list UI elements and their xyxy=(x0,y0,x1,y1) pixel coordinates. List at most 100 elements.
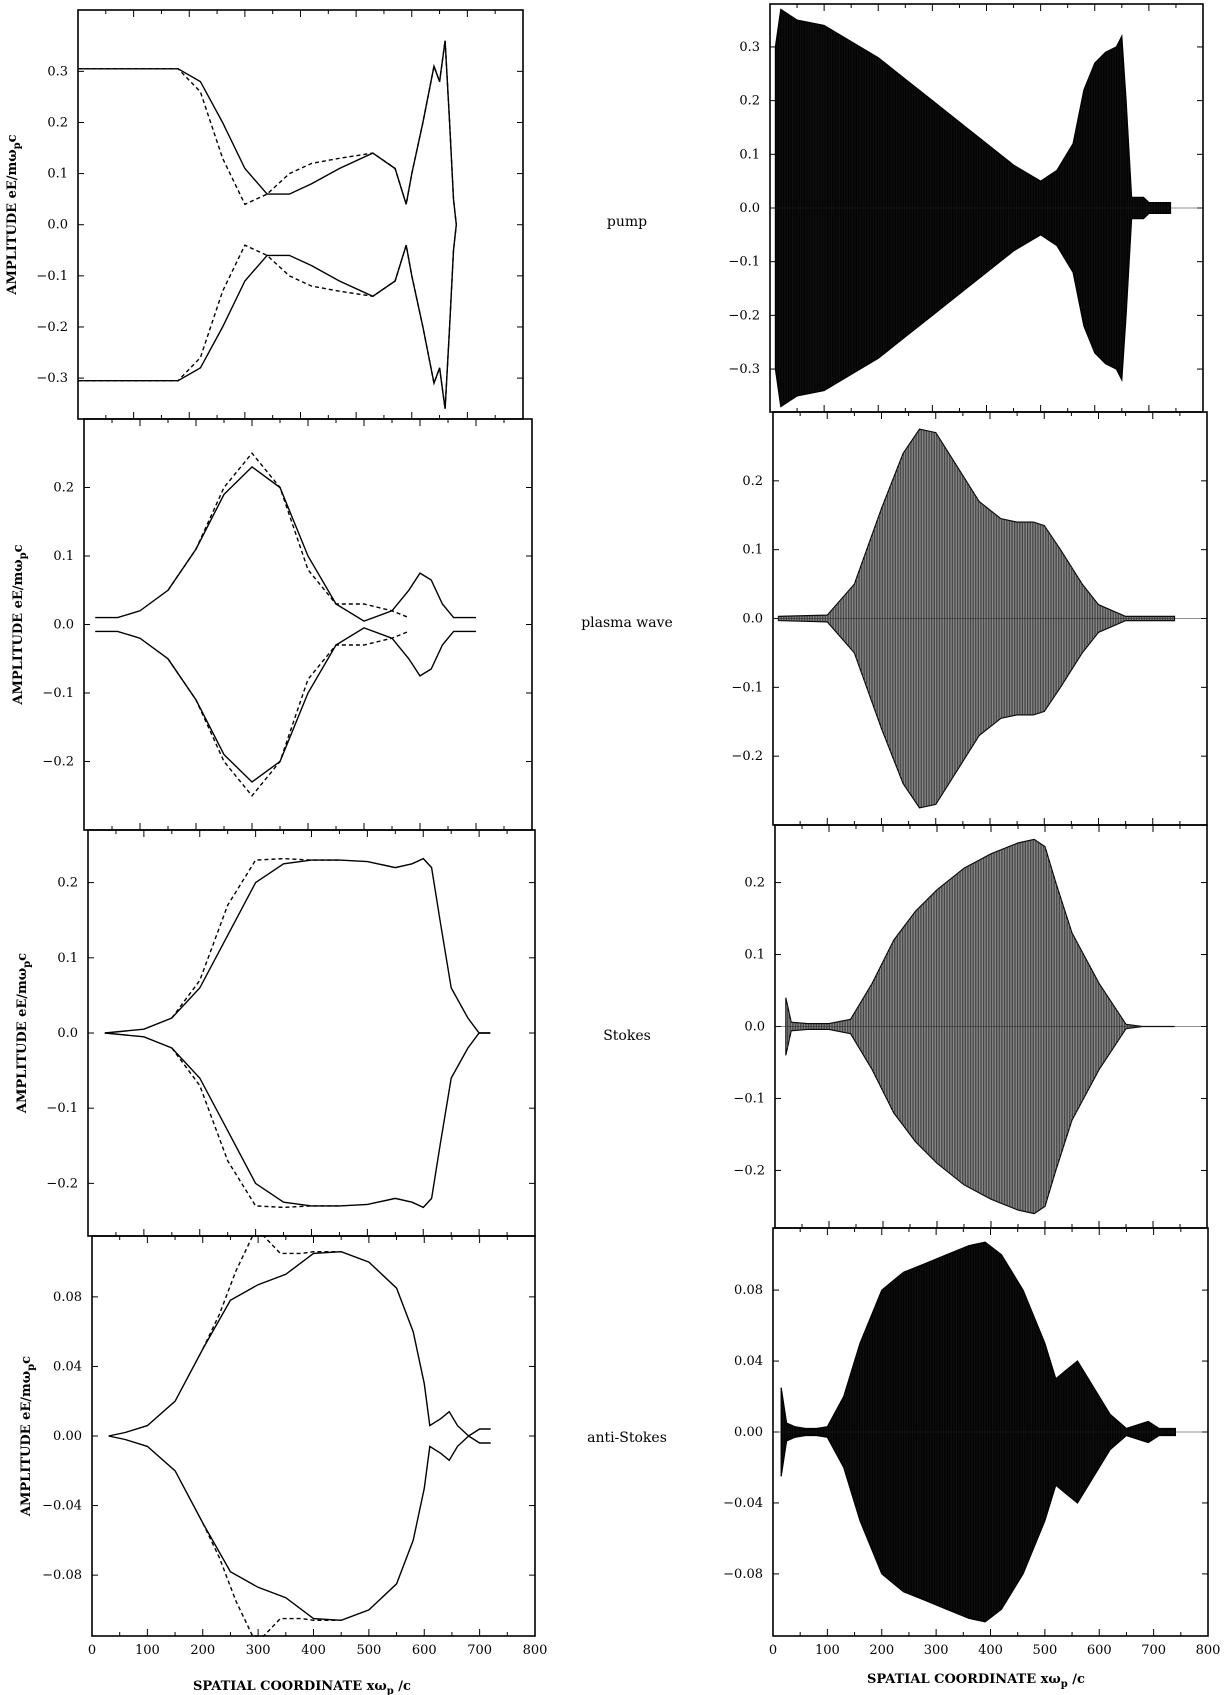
x-tick-label: 600 xyxy=(1087,1643,1112,1658)
right-x-title-main: SPATIAL COORDINATE xω xyxy=(867,1672,1061,1687)
left-x-title-main: SPATIAL COORDINATE xω xyxy=(193,1679,387,1694)
panel-right-plasma-wave: −0.2 −0.1 0.0 0.1 0.2 xyxy=(731,411,1208,826)
left-x-axis-title: SPATIAL COORDINATE xωp /c xyxy=(193,1679,411,1695)
x-tick-label: 200 xyxy=(869,1643,894,1658)
right-column-panels: −0.3 −0.2 −0.1 0.0 0.1 0.2 0.3 −0.2 −0.1 0.0 0.1 0.… xyxy=(723,3,1221,1658)
y-tick-label: 0.1 xyxy=(744,948,765,963)
y-tick-label: −0.2 xyxy=(731,749,763,764)
x-tick-label: 300 xyxy=(246,1643,271,1658)
panel-left-pump: −0.3 −0.2 −0.1 0.0 0.1 0.2 0.3 AMPLITUDE eE/mωp… xyxy=(5,9,524,420)
y-tick-label: −0.3 xyxy=(36,371,68,386)
x-tick-label: 100 xyxy=(135,1643,160,1658)
right-x-axis-title: SPATIAL COORDINATE xωp /c xyxy=(867,1672,1085,1690)
x-tick-label: 0 xyxy=(769,1643,777,1658)
series-dashed-upper xyxy=(78,40,457,225)
y-axis-title: AMPLITUDE eE/mωpc xyxy=(19,1356,37,1517)
x-tick-label: 700 xyxy=(467,1643,492,1658)
y-tick-label: 0.08 xyxy=(53,1290,82,1305)
series-dashed-lower xyxy=(167,630,410,797)
x-tick-label: 100 xyxy=(815,1643,840,1658)
y-tick-label: 0.1 xyxy=(53,549,74,564)
y-tick-label: 0.00 xyxy=(734,1425,763,1440)
y-tick-label: −0.08 xyxy=(42,1568,82,1583)
y-tick-label: 0.0 xyxy=(742,612,763,627)
left-column-panels: −0.3 −0.2 −0.1 0.0 0.1 0.2 0.3 AMPLITUDE eE/mωp… xyxy=(5,9,548,1658)
y-axis-title: AMPLITUDE eE/mωpc xyxy=(11,544,29,705)
panel-left-anti-stokes: −0.08 −0.04 0.00 0.04 0.08 0 100 200 300 400 500 60… xyxy=(19,1235,548,1658)
left-x-title-sub: p xyxy=(387,1686,394,1695)
y-tick-label: 0.2 xyxy=(57,876,78,891)
plot-frame xyxy=(83,418,533,831)
right-x-title-sub: p xyxy=(1061,1679,1068,1690)
y-tick-label: 0.2 xyxy=(53,481,74,496)
y-tick-label: 0.3 xyxy=(47,64,68,79)
svg-text:SPATIAL COORDINATE xωp /c: SPATIAL COORDINATE xωp /c xyxy=(193,1679,411,1695)
x-tick-label: 400 xyxy=(978,1643,1003,1658)
y-tick-label: 0.0 xyxy=(53,618,74,633)
panel-left-stokes: −0.2 −0.1 0.0 0.1 0.2 AMPLITUDE eE/mωpc xyxy=(15,829,536,1237)
row-label-plasma-wave: plasma wave xyxy=(581,615,673,631)
right-x-title-tail: /c xyxy=(1068,1672,1085,1687)
series-solid-upper xyxy=(104,857,491,1034)
y-tick-label: 0.04 xyxy=(53,1359,82,1374)
y-tick-label: −0.1 xyxy=(728,255,760,270)
svg-text:SPATIAL COORDINATE xωp /c: SPATIAL COORDINATE xωp /c xyxy=(867,1672,1085,1690)
x-tick-label: 300 xyxy=(924,1643,949,1658)
row-label-stokes: Stokes xyxy=(603,1028,651,1044)
y-tick-label: 0.2 xyxy=(744,876,765,891)
x-tick-label: 800 xyxy=(1196,1643,1221,1658)
y-tick-label: 0.0 xyxy=(57,1026,78,1041)
y-tick-label: −0.3 xyxy=(728,362,760,377)
y-tick-label: −0.2 xyxy=(733,1163,765,1178)
row-label-anti-stokes: anti-Stokes xyxy=(587,1430,667,1446)
y-tick-label: −0.2 xyxy=(42,755,74,770)
y-tick-label: −0.1 xyxy=(42,686,74,701)
y-tick-label: 0.0 xyxy=(739,201,760,216)
panel-left-plasma-wave: −0.2 −0.1 0.0 0.1 0.2 AMPLITUDE eE/mωpc xyxy=(11,418,533,831)
y-tick-label: 0.1 xyxy=(57,951,78,966)
x-tick-label: 200 xyxy=(190,1643,215,1658)
y-tick-label: 0.2 xyxy=(739,94,760,109)
y-tick-label: 0.04 xyxy=(734,1354,763,1369)
y-tick-label: 0.1 xyxy=(47,167,68,182)
y-tick-label: 0.2 xyxy=(47,115,68,130)
panel-right-stokes: −0.2 −0.1 0.0 0.1 0.2 xyxy=(733,824,1208,1229)
y-tick-label: −0.1 xyxy=(733,1091,765,1106)
x-tick-label: 500 xyxy=(356,1643,381,1658)
series-dashed-upper xyxy=(202,1235,342,1350)
x-tick-label: 800 xyxy=(523,1643,548,1658)
panel-right-pump: −0.3 −0.2 −0.1 0.0 0.1 0.2 0.3 xyxy=(728,3,1204,413)
y-tick-label: 0.1 xyxy=(739,147,760,162)
series-dashed-upper xyxy=(167,452,410,619)
y-tick-label: −0.2 xyxy=(36,320,68,335)
y-tick-label: 0.08 xyxy=(734,1283,763,1298)
x-tick-label: 400 xyxy=(301,1643,326,1658)
y-tick-label: −0.1 xyxy=(731,680,763,695)
series-solid-lower xyxy=(104,1032,491,1209)
row-labels: pump plasma wave Stokes anti-Stokes xyxy=(581,214,673,1446)
x-tick-label: 700 xyxy=(1141,1643,1166,1658)
y-tick-label: −0.04 xyxy=(42,1499,82,1514)
x-tick-label: 0 xyxy=(88,1643,96,1658)
series-solid-upper xyxy=(108,1250,491,1437)
x-tick-label: 600 xyxy=(412,1643,437,1658)
series-dashed-lower xyxy=(202,1522,342,1637)
panel-right-anti-stokes: −0.08 −0.04 0.00 0.04 0.08 0 100 200 300 400 500 60… xyxy=(723,1227,1221,1658)
y-tick-label: −0.1 xyxy=(36,269,68,284)
x-tick-label: 500 xyxy=(1032,1643,1057,1658)
plot-frame xyxy=(87,829,536,1237)
left-x-title-tail: /c xyxy=(394,1679,411,1694)
y-tick-label: 0.0 xyxy=(744,1020,765,1035)
row-label-pump: pump xyxy=(607,214,647,230)
y-tick-label: 0.2 xyxy=(742,474,763,489)
series-solid-lower xyxy=(95,627,476,783)
series-dashed-lower xyxy=(78,224,457,409)
series-solid-upper xyxy=(95,465,476,622)
y-tick-label: −0.04 xyxy=(723,1496,763,1511)
series-solid-lower xyxy=(108,1435,491,1622)
y-axis-title: AMPLITUDE eE/mωpc xyxy=(5,134,23,295)
y-tick-label: −0.1 xyxy=(46,1101,78,1116)
y-tick-label: −0.08 xyxy=(723,1567,763,1582)
plot-frame xyxy=(77,9,524,420)
